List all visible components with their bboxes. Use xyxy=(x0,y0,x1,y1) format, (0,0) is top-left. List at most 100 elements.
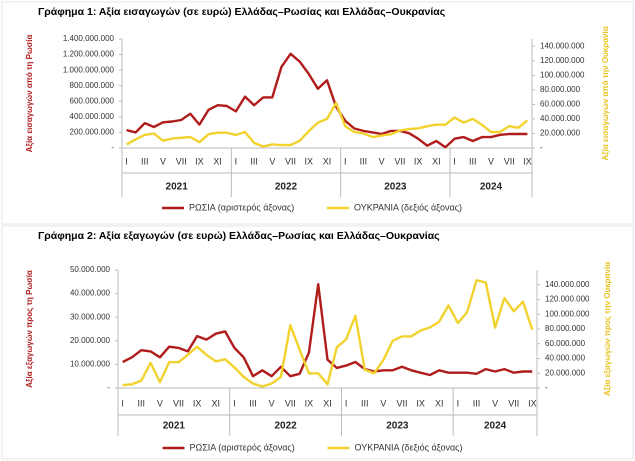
y-tick-label: - xyxy=(107,383,110,392)
chart-title: Γράφημα 1: Αξία εισαγωγών (σε ευρώ) Ελλά… xyxy=(38,6,446,18)
x-tick-label: I xyxy=(345,398,348,408)
y2-tick-label: 120.000.000 xyxy=(545,295,590,304)
y2-tick-label: 60.000.000 xyxy=(540,100,581,109)
x-tick-label: IX xyxy=(528,398,537,408)
x-tick-label: V xyxy=(157,398,163,408)
x-tick-label: III xyxy=(138,398,146,408)
series-line xyxy=(126,101,529,148)
x-tick-label: V xyxy=(488,156,494,166)
y2-tick-label: 20.000.000 xyxy=(545,368,586,377)
x-tick-label: V xyxy=(380,398,386,408)
year-label: 2024 xyxy=(484,421,507,432)
y2-tick-label: - xyxy=(545,383,548,392)
x-tick-label: I xyxy=(125,156,128,166)
y-tick-label: 600.000.000 xyxy=(70,96,115,105)
y-tick-label: 200.000.000 xyxy=(70,128,115,137)
x-tick-label: III xyxy=(473,398,481,408)
year-label: 2021 xyxy=(163,421,186,432)
x-tick-label: IX xyxy=(305,156,314,166)
x-tick-label: I xyxy=(233,398,236,408)
y2-tick-label: 140.000.000 xyxy=(540,41,585,50)
series-line xyxy=(122,283,533,378)
y-tick-label: 10.000.000 xyxy=(70,360,111,369)
x-tick-label: I xyxy=(457,398,460,408)
x-tick-label: IX xyxy=(193,398,202,408)
y-tick-label: 40.000.000 xyxy=(70,289,111,298)
x-tick-label: VII xyxy=(285,398,296,408)
x-tick-label: V xyxy=(269,398,275,408)
series-line xyxy=(126,52,528,149)
x-tick-label: XI xyxy=(212,398,221,408)
x-tick-label: VII xyxy=(285,156,296,166)
chart-frame xyxy=(1,1,634,225)
y2-tick-label: 60.000.000 xyxy=(545,339,586,348)
x-tick-label: I xyxy=(121,398,124,408)
y-tick-label: 20.000.000 xyxy=(70,336,111,345)
x-tick-label: V xyxy=(269,156,275,166)
x-tick-label: III xyxy=(249,398,257,408)
x-tick-label: XI xyxy=(435,398,444,408)
y-tick-label: 1.200.000.000 xyxy=(63,50,115,59)
legend-label: ΟΥΚΡΑΝΙΑ (δεξιός άξονας) xyxy=(354,202,462,212)
y2-axis-title: Αξία εξαγωγών προς την Ουκρανία xyxy=(603,262,612,396)
x-tick-label: IX xyxy=(414,156,423,166)
x-tick-label: IX xyxy=(305,398,314,408)
y2-tick-label: 20.000.000 xyxy=(540,129,581,138)
y-axis-title: Αξία εισαγωγών από τη Ρωσία xyxy=(25,35,34,153)
y-tick-label: 50.000.000 xyxy=(70,265,111,274)
year-label: 2022 xyxy=(275,182,298,193)
x-tick-label: I xyxy=(344,156,347,166)
y2-tick-label: 40.000.000 xyxy=(545,354,586,363)
x-tick-label: VII xyxy=(396,398,407,408)
year-label: 2023 xyxy=(386,421,409,432)
y2-tick-label: 80.000.000 xyxy=(545,324,586,333)
x-tick-label: XI xyxy=(323,156,332,166)
chart-frame xyxy=(1,225,634,460)
x-tick-label: V xyxy=(492,398,498,408)
legend-label: ΡΩΣΙΑ (αριστερός άξονας) xyxy=(190,442,295,452)
y-axis-title: Αξία εξαγωγών προς τη Ρωσία xyxy=(25,270,34,388)
y2-tick-label: 140.000.000 xyxy=(545,280,590,289)
x-tick-label: III xyxy=(361,398,369,408)
series-line xyxy=(122,279,534,388)
x-tick-label: III xyxy=(360,156,368,166)
chart-title: Γράφημα 2: Αξία εξαγωγών (σε ευρώ) Ελλάδ… xyxy=(38,230,440,242)
x-tick-label: XI xyxy=(432,156,441,166)
y2-tick-label: 100.000.000 xyxy=(540,70,585,79)
x-tick-label: III xyxy=(141,156,149,166)
y2-tick-label: 120.000.000 xyxy=(540,56,585,65)
x-tick-label: IX xyxy=(195,156,204,166)
x-tick-label: XI xyxy=(213,156,222,166)
x-tick-label: III xyxy=(250,156,258,166)
x-tick-label: V xyxy=(160,156,166,166)
y-tick-label: 400.000.000 xyxy=(70,112,115,121)
y2-tick-label: 40.000.000 xyxy=(540,114,581,123)
legend-label: ΡΩΣΙΑ (αριστερός άξονας) xyxy=(189,202,294,212)
x-tick-label: V xyxy=(379,156,385,166)
x-tick-label: VII xyxy=(394,156,405,166)
y2-tick-label: - xyxy=(540,143,543,152)
y-tick-label: 800.000.000 xyxy=(70,81,115,90)
year-label: 2022 xyxy=(274,421,297,432)
x-tick-label: VII xyxy=(176,156,187,166)
x-tick-label: VII xyxy=(173,398,184,408)
legend-label: ΟΥΚΡΑΝΙΑ (δεξιός άξονας) xyxy=(355,442,463,452)
y2-tick-label: 100.000.000 xyxy=(545,309,590,318)
x-tick-label: VII xyxy=(504,156,515,166)
year-label: 2024 xyxy=(480,182,503,193)
x-tick-label: VII xyxy=(508,398,519,408)
year-label: 2023 xyxy=(384,182,407,193)
y-tick-label: - xyxy=(111,143,114,152)
y2-tick-label: 80.000.000 xyxy=(540,85,581,94)
x-tick-label: I xyxy=(235,156,238,166)
y-tick-label: 1.000.000.000 xyxy=(63,65,115,74)
x-tick-label: I xyxy=(453,156,456,166)
y-tick-label: 30.000.000 xyxy=(70,312,111,321)
y2-axis-title: Αξία εισαγωγών από την Ουκρανία xyxy=(601,26,610,160)
x-tick-label: IX xyxy=(416,398,425,408)
x-tick-label: XI xyxy=(323,398,332,408)
y-tick-label: 1.400.000.000 xyxy=(63,34,115,43)
x-tick-label: IX xyxy=(523,156,532,166)
year-label: 2021 xyxy=(166,182,189,193)
